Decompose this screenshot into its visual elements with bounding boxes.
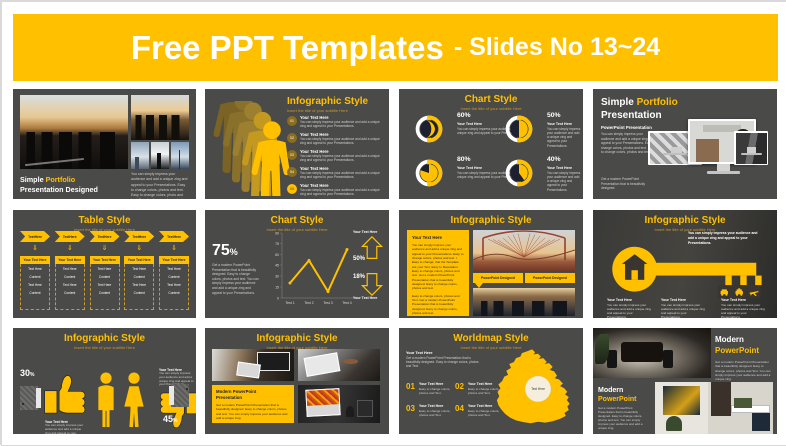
svg-text:75: 75 [275, 242, 279, 246]
svg-text:60: 60 [275, 253, 279, 257]
svg-text:0: 0 [277, 297, 279, 301]
svg-text:15: 15 [275, 286, 279, 290]
svg-text:Test 2: Test 2 [304, 301, 313, 305]
svg-text:30: 30 [275, 275, 279, 279]
svg-text:Test 4: Test 4 [342, 301, 351, 305]
svg-text:Text Here: Text Here [531, 387, 545, 391]
svg-text:Test 3: Test 3 [323, 301, 332, 305]
svg-text:Test 1: Test 1 [285, 301, 294, 305]
svg-text:45: 45 [275, 264, 279, 268]
svg-text:90: 90 [275, 232, 279, 236]
